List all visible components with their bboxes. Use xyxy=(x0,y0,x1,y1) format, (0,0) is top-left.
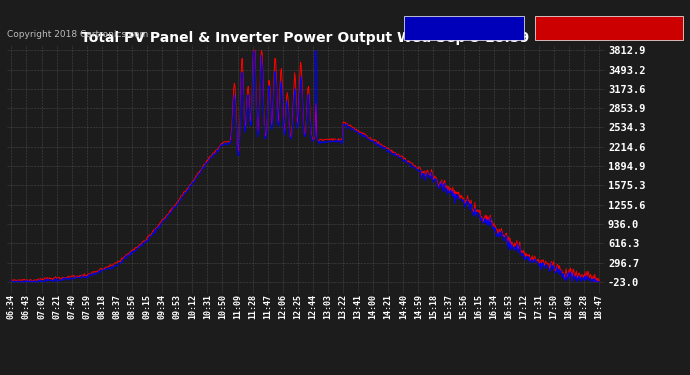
Text: Grid  (AC Watts): Grid (AC Watts) xyxy=(423,24,505,33)
Title: Total PV Panel & Inverter Power Output Wed Sep 5 18:59: Total PV Panel & Inverter Power Output W… xyxy=(81,31,529,45)
Text: Copyright 2018 Cartronics.com: Copyright 2018 Cartronics.com xyxy=(7,30,148,39)
Text: PV Panels  (DC Watts): PV Panels (DC Watts) xyxy=(553,24,665,33)
